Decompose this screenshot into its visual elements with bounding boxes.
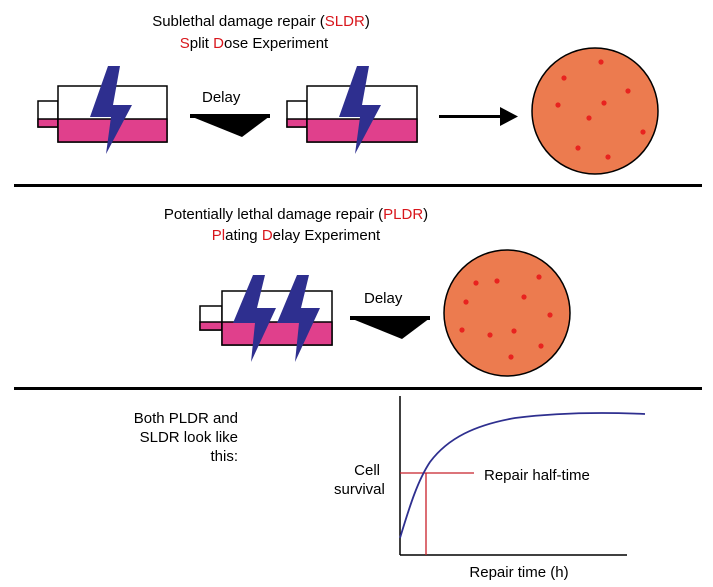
pldr-title: Potentially lethal damage repair (PLDR) <box>163 206 429 223</box>
lightning-bolt-icon <box>233 275 276 362</box>
petri-dish-icon <box>443 249 571 377</box>
petri-dish-icon <box>531 47 659 175</box>
lightning-bolt-icon <box>277 275 320 362</box>
sldr-delay-label: Delay <box>202 89 241 106</box>
sldr-subtitle: Split Dose Experiment <box>179 35 329 52</box>
section-divider-2 <box>14 387 702 390</box>
arrow-icon <box>190 114 270 137</box>
graph-annotation: Repair half-time <box>484 467 590 484</box>
pldr-subtitle: Plating Delay Experiment <box>211 227 381 244</box>
survival-curve <box>399 412 646 539</box>
graph-caption: Both PLDR and SLDR look like this: <box>133 410 238 465</box>
arrow-icon <box>439 107 518 126</box>
lightning-bolt-icon <box>339 66 381 154</box>
graph-xlabel: Repair time (h) <box>469 564 569 581</box>
halftime-lines <box>400 472 474 555</box>
graph-ylabel: Cell survival <box>334 462 385 498</box>
graph-axes <box>399 396 627 556</box>
sldr-title: Sublethal damage repair (SLDR) <box>152 13 370 30</box>
lightning-bolt-icon <box>90 66 132 154</box>
pldr-delay-label: Delay <box>364 290 403 307</box>
arrow-icon <box>350 316 430 339</box>
section-divider-1 <box>14 184 702 187</box>
